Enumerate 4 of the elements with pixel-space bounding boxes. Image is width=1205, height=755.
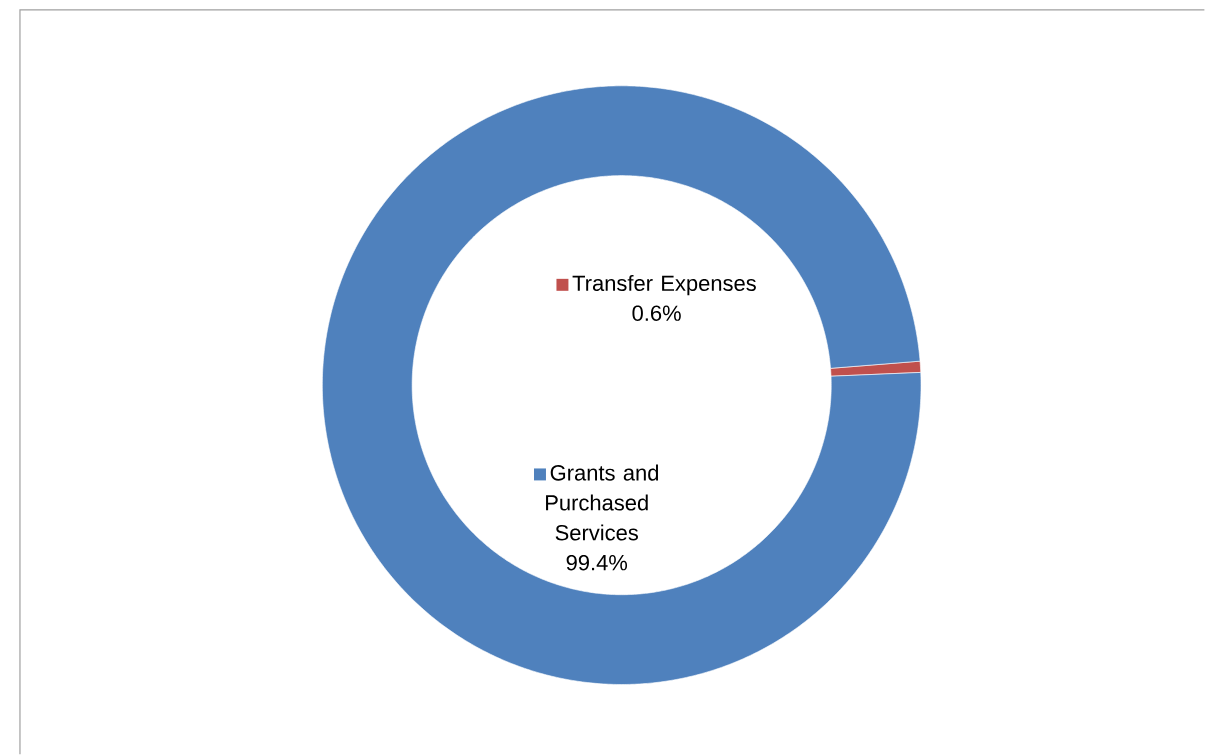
- legend-label: Transfer Expenses: [572, 274, 756, 296]
- legend-label: Grants and Purchased Services: [546, 464, 659, 541]
- data-label: 0.6%: [632, 305, 681, 321]
- data-label: 99.4%: [566, 554, 628, 571]
